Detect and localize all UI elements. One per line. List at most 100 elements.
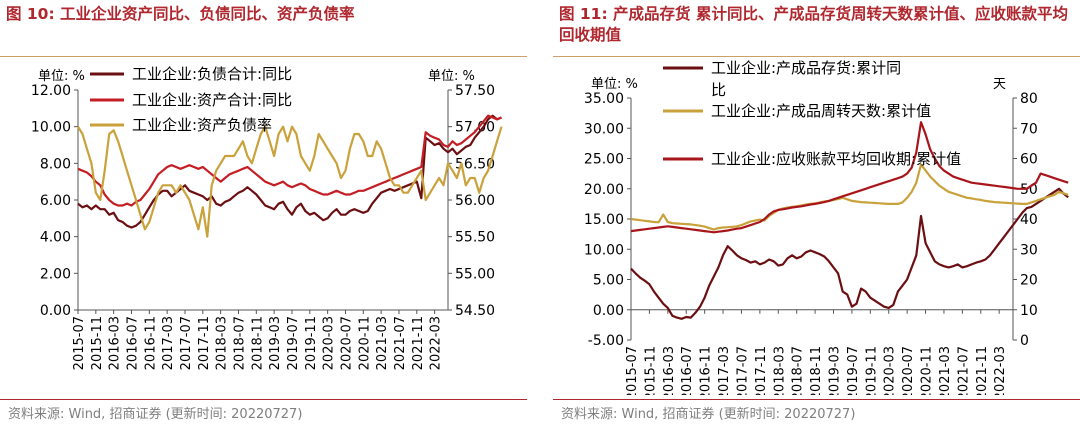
left-y-tick-label: 35.00 bbox=[584, 91, 624, 107]
right-y-tick-label: 40 bbox=[1020, 212, 1038, 228]
left-y-tick-label: 30.00 bbox=[584, 121, 624, 137]
x-tick-label: 2015-07 bbox=[625, 346, 640, 395]
x-tick-label: 2017-11 bbox=[197, 316, 212, 370]
right-unit-label: 天 bbox=[993, 77, 1006, 92]
figure-10-source: 资料来源: Wind, 招商证券 (更新时间: 20220727) bbox=[8, 407, 303, 422]
legend-label-3: 工业企业:应收账款平均回收期:累计值 bbox=[711, 150, 961, 168]
x-tick-label: 2015-11 bbox=[643, 346, 658, 395]
figure-11-footer-rule bbox=[553, 399, 1080, 400]
left-y-tick-label: 4.00 bbox=[40, 230, 71, 246]
x-tick-label: 2016-07 bbox=[125, 316, 140, 370]
right-y-tick-label: 56.50 bbox=[455, 156, 495, 172]
right-y-tick-label: 55.00 bbox=[455, 266, 495, 282]
x-tick-label: 2021-07 bbox=[393, 316, 408, 370]
left-unit-label: 单位: % bbox=[591, 77, 638, 92]
x-tick-label: 2020-07 bbox=[901, 346, 916, 395]
x-tick-label: 2018-03 bbox=[215, 316, 230, 370]
left-y-tick-label: 2.00 bbox=[40, 266, 71, 282]
x-tick-label: 2020-11 bbox=[357, 316, 372, 370]
x-tick-label: 2017-11 bbox=[754, 346, 769, 395]
left-y-tick-label: 12.00 bbox=[31, 83, 71, 99]
series-line-2 bbox=[77, 114, 502, 207]
x-tick-label: 2022-03 bbox=[993, 346, 1008, 395]
figure-10-title-rule bbox=[0, 56, 527, 57]
right-y-tick-label: 50 bbox=[1020, 182, 1038, 198]
x-tick-label: 2016-11 bbox=[143, 316, 158, 370]
left-y-tick-label: 10.00 bbox=[31, 120, 71, 136]
x-tick-label: 2021-11 bbox=[975, 346, 990, 395]
right-y-tick-label: 0 bbox=[1020, 333, 1029, 349]
x-tick-label: 2016-07 bbox=[680, 346, 695, 395]
legend-label-line: 工业企业:产成品存货:累计同 bbox=[711, 60, 901, 77]
figure-10-footer-rule bbox=[0, 399, 527, 400]
x-tick-label: 2020-07 bbox=[339, 316, 354, 370]
figure-11-source: 资料来源: Wind, 招商证券 (更新时间: 20220727) bbox=[561, 407, 856, 422]
left-y-tick-label: 25.00 bbox=[584, 152, 624, 168]
x-tick-label: 2022-03 bbox=[429, 316, 444, 370]
right-y-tick-label: 57.50 bbox=[455, 83, 495, 99]
x-tick-label: 2020-03 bbox=[322, 316, 337, 370]
x-tick-label: 2019-03 bbox=[828, 346, 843, 395]
left-y-tick-label: 8.00 bbox=[40, 156, 71, 172]
x-tick-label: 2019-07 bbox=[286, 316, 301, 370]
right-y-tick-label: 55.50 bbox=[455, 230, 495, 246]
right-y-tick-label: 80 bbox=[1020, 91, 1038, 107]
left-y-tick-label: 6.00 bbox=[40, 193, 71, 209]
right-unit-label: 单位: % bbox=[428, 69, 475, 84]
left-y-tick-label: 15.00 bbox=[584, 212, 624, 228]
left-unit-label: 单位: % bbox=[38, 69, 85, 84]
x-tick-label: 2019-11 bbox=[304, 316, 319, 370]
series-line-3 bbox=[77, 125, 503, 238]
x-tick-label: 2017-07 bbox=[179, 316, 194, 370]
right-y-tick-label: 60 bbox=[1020, 152, 1038, 168]
x-tick-label: 2021-07 bbox=[956, 346, 971, 395]
legend-label-3: 工业企业:资产负债率 bbox=[132, 116, 272, 134]
figure-10-title: 图 10: 工业企业资产同比、负债同比、资产负债率 bbox=[6, 5, 355, 23]
x-tick-label: 2019-11 bbox=[864, 346, 879, 395]
right-y-tick-label: 70 bbox=[1020, 121, 1038, 137]
series-line-1 bbox=[77, 114, 502, 229]
right-y-tick-label: 56.00 bbox=[455, 193, 495, 209]
x-tick-label: 2021-11 bbox=[411, 316, 426, 370]
x-tick-label: 2021-03 bbox=[938, 346, 953, 395]
right-y-tick-label: 30 bbox=[1020, 242, 1038, 258]
x-tick-label: 2018-07 bbox=[232, 316, 247, 370]
left-y-tick-label: -5.00 bbox=[588, 333, 624, 349]
figure-11-title-rule bbox=[553, 56, 1080, 57]
left-y-tick-label: 0.00 bbox=[40, 303, 71, 319]
legend-label-2: 工业企业:资产合计:同比 bbox=[132, 91, 292, 109]
legend-label-1: 工业企业:负债合计:同比 bbox=[132, 65, 292, 83]
figure-11-title: 图 11: 产成品存货 累计同比、产成品存货周转天数累计值、应收账款平均回收期值 bbox=[559, 5, 1068, 44]
x-tick-label: 2019-07 bbox=[846, 346, 861, 395]
x-tick-label: 2018-07 bbox=[791, 346, 806, 395]
x-tick-label: 2020-11 bbox=[920, 346, 935, 395]
series-line-2 bbox=[630, 163, 1069, 231]
series-line-1 bbox=[630, 187, 1069, 320]
right-y-tick-label: 54.50 bbox=[455, 303, 495, 319]
left-y-tick-label: 10.00 bbox=[584, 242, 624, 258]
x-tick-label: 2016-03 bbox=[108, 316, 123, 370]
right-y-tick-label: 20 bbox=[1020, 273, 1038, 289]
series-line-3 bbox=[630, 121, 1069, 234]
figure-11-chart: -5.00 0.00 5.00 10.00 15.00 20.00 25.00 30.00 35… bbox=[584, 60, 1069, 395]
x-tick-label: 2018-03 bbox=[772, 346, 787, 395]
x-tick-label: 2021-03 bbox=[375, 316, 390, 370]
left-y-tick-label: 0.00 bbox=[593, 303, 624, 319]
figure-10-panel: 图 10: 工业企业资产同比、负债同比、资产负债率 0.00 2.00 4.00 6.… bbox=[0, 0, 527, 424]
legend-label-1: 工业企业:产成品存货:累计同比 bbox=[711, 60, 901, 99]
legend-label-2: 工业企业:产成品周转天数:累计值 bbox=[711, 102, 931, 120]
left-y-tick-label: 20.00 bbox=[584, 182, 624, 198]
x-tick-label: 2017-03 bbox=[717, 346, 732, 395]
x-tick-label: 2017-03 bbox=[161, 316, 176, 370]
x-tick-label: 2019-03 bbox=[268, 316, 283, 370]
figure-10-chart: 0.00 2.00 4.00 6.00 8.00 10.00 12.00 54.50 55.00… bbox=[31, 65, 503, 370]
x-tick-label: 2016-03 bbox=[662, 346, 677, 395]
figure-11-panel: 图 11: 产成品存货 累计同比、产成品存货周转天数累计值、应收账款平均回收期值… bbox=[553, 0, 1080, 424]
x-tick-label: 2015-11 bbox=[90, 316, 105, 370]
x-tick-label: 2018-11 bbox=[809, 346, 824, 395]
x-tick-label: 2020-03 bbox=[883, 346, 898, 395]
left-y-tick-label: 5.00 bbox=[593, 273, 624, 289]
x-tick-label: 2017-07 bbox=[735, 346, 750, 395]
x-tick-label: 2016-11 bbox=[699, 346, 714, 395]
x-tick-label: 2015-07 bbox=[72, 316, 87, 370]
